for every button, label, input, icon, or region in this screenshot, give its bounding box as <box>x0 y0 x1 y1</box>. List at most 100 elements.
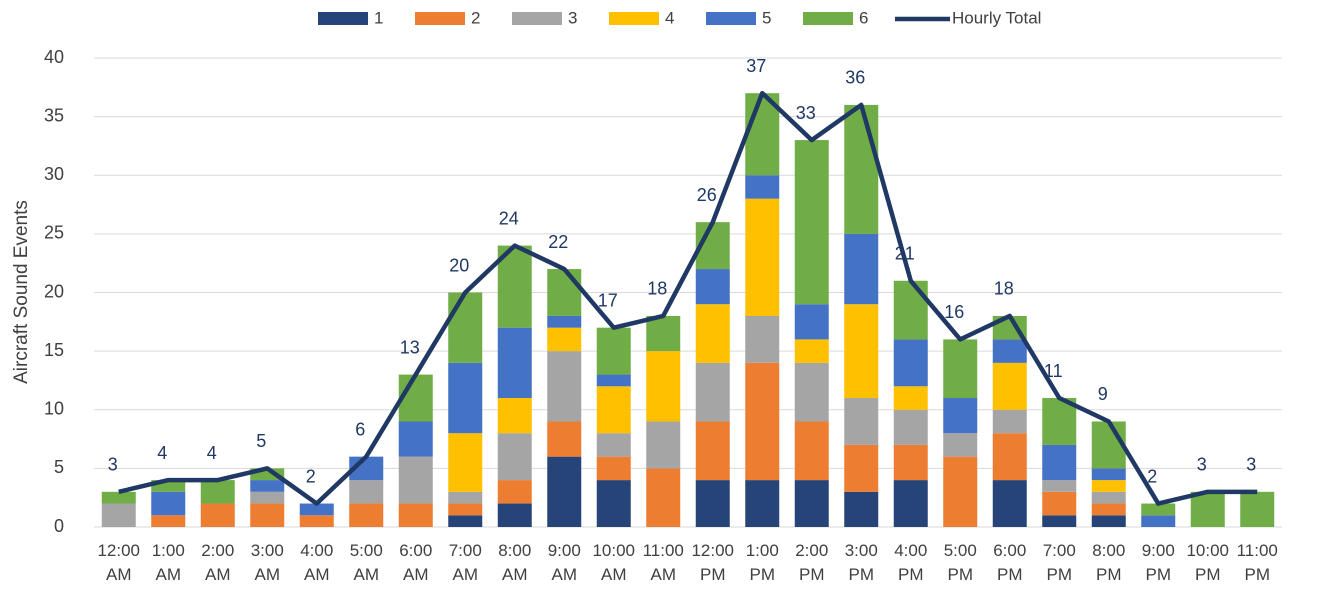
bar-segment <box>1091 421 1126 469</box>
data-label: 5 <box>256 431 266 451</box>
bar-segment <box>893 444 928 481</box>
bar-segment <box>794 480 829 527</box>
bar-segment <box>596 433 631 457</box>
bar-segment <box>101 503 136 527</box>
x-tick-label: 9:00 PM <box>1142 541 1175 584</box>
bar-segment <box>547 351 582 422</box>
y-tick-label: 5 <box>54 457 64 477</box>
bar-segment <box>448 503 483 516</box>
bar-segment <box>646 315 681 352</box>
bar-segment <box>844 104 879 234</box>
bar-segment <box>448 292 483 363</box>
bar-segment <box>1240 491 1275 527</box>
x-tick-label: 2:00 PM <box>795 541 828 584</box>
bar-segment <box>794 362 829 422</box>
bar-segment <box>646 351 681 422</box>
bar-segment <box>151 480 186 492</box>
bar-segment <box>745 198 780 316</box>
bar-segment <box>497 503 532 527</box>
bar-segment <box>596 386 631 434</box>
legend-label: 4 <box>665 8 674 27</box>
bar-segment <box>448 362 483 434</box>
bar-segment <box>1042 515 1077 527</box>
bar-segment <box>1042 480 1077 492</box>
bar-segment <box>547 315 582 328</box>
data-label: 18 <box>647 279 667 299</box>
bar-segment <box>398 421 433 457</box>
bar-segment <box>1091 468 1126 481</box>
bar-segment <box>448 433 483 492</box>
x-tick-label: 5:00 PM <box>944 541 977 584</box>
bar-segment <box>448 491 483 504</box>
bar-segment <box>794 304 829 340</box>
data-label: 16 <box>944 302 964 322</box>
data-label: 33 <box>796 103 816 123</box>
legend-label: 3 <box>568 8 577 27</box>
bar-segment <box>745 362 780 481</box>
x-tick-label: 12:00 PM <box>691 541 734 584</box>
data-label: 22 <box>548 232 568 252</box>
x-tick-label: 7:00 PM <box>1043 541 1076 584</box>
legend-label: 2 <box>471 8 480 27</box>
bar-segment <box>596 456 631 481</box>
x-tick-label: 3:00 AM <box>251 541 284 584</box>
bar-segment <box>794 339 829 363</box>
bar-segment <box>398 374 433 422</box>
bar-segment <box>547 421 582 457</box>
data-label: 18 <box>994 279 1014 299</box>
x-tick-label: 10:00 PM <box>1186 541 1229 584</box>
data-label: 20 <box>449 255 469 275</box>
bar-segment <box>497 327 532 399</box>
bar-segment <box>250 468 285 481</box>
bar-segment <box>646 421 681 469</box>
bar-segment <box>398 456 433 504</box>
bar-segment <box>250 503 285 527</box>
bar-segment <box>547 269 582 316</box>
bar-segment <box>695 304 730 363</box>
bar-segment <box>794 140 829 305</box>
bar-segment <box>1042 491 1077 516</box>
data-label: 36 <box>845 68 865 88</box>
bar-segment <box>497 433 532 481</box>
bar-segment <box>299 503 334 516</box>
bar-segment <box>745 315 780 363</box>
data-label: 9 <box>1098 384 1108 404</box>
data-label: 4 <box>207 443 217 463</box>
y-tick-label: 40 <box>44 47 64 67</box>
data-label: 11 <box>1044 361 1063 381</box>
bar-segment <box>943 433 978 457</box>
bar-segment <box>893 386 928 410</box>
legend-swatch <box>318 12 368 25</box>
data-label: 17 <box>598 290 618 310</box>
bar-segment <box>497 480 532 504</box>
data-label: 6 <box>355 419 365 439</box>
legend-label: 1 <box>374 8 383 27</box>
bar-segment <box>1091 491 1126 504</box>
x-tick-label: 1:00 PM <box>746 541 779 584</box>
bar-segment <box>1042 444 1077 481</box>
x-tick-label: 4:00 AM <box>300 541 333 584</box>
legend-label: 6 <box>859 8 868 27</box>
bar-segment <box>844 444 879 492</box>
x-tick-label: 10:00 AM <box>592 541 635 584</box>
bar-segment <box>992 433 1027 481</box>
legend-label: Hourly Total <box>952 8 1041 27</box>
bar-segment <box>695 269 730 305</box>
x-tick-label: 6:00 AM <box>399 541 432 584</box>
x-tick-label: 9:00 AM <box>548 541 581 584</box>
bar-segment <box>497 398 532 434</box>
legend-swatch <box>609 12 659 25</box>
bar-segment <box>992 409 1027 434</box>
x-tick-label: 8:00 PM <box>1092 541 1125 584</box>
data-label: 26 <box>697 185 717 205</box>
x-tick-label: 11:00 AM <box>643 541 684 584</box>
bar-segment <box>844 233 879 305</box>
data-label: 2 <box>306 466 316 486</box>
bar-segment <box>1091 503 1126 516</box>
bar-segment <box>101 491 136 504</box>
bar-segment <box>349 480 384 504</box>
x-tick-label: 6:00 PM <box>993 541 1026 584</box>
bar-segment <box>151 491 186 516</box>
data-label: 4 <box>157 443 167 463</box>
